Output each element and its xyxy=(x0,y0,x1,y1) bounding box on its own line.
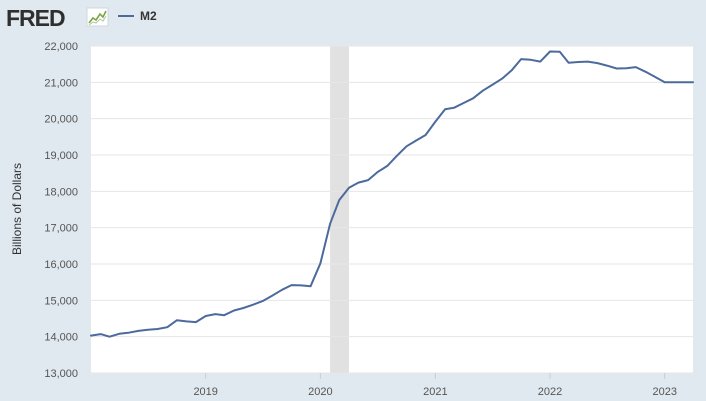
data-point xyxy=(654,76,656,78)
data-point xyxy=(386,165,388,167)
data-point xyxy=(482,90,484,92)
data-point xyxy=(223,314,225,316)
y-tick-label: 14,000 xyxy=(44,332,78,344)
data-point xyxy=(625,67,627,69)
y-tick-label: 22,000 xyxy=(44,41,78,53)
x-tick-label: 2020 xyxy=(308,386,332,398)
data-point xyxy=(577,61,579,63)
data-point xyxy=(463,102,465,104)
data-point xyxy=(166,326,168,328)
data-point xyxy=(444,108,446,110)
data-point xyxy=(157,328,159,330)
data-point xyxy=(549,50,551,52)
y-tick-label: 19,000 xyxy=(44,150,78,162)
data-point xyxy=(357,182,359,184)
data-point xyxy=(673,81,675,83)
y-axis-ticks: 13,000 14,000 15,000 16,000 17,000 18,000 19,0… xyxy=(44,41,78,380)
data-point xyxy=(396,155,398,157)
data-point xyxy=(233,309,235,311)
data-point xyxy=(405,145,407,147)
data-point xyxy=(271,295,273,297)
data-point xyxy=(616,67,618,69)
data-point xyxy=(205,315,207,317)
data-point xyxy=(415,139,417,141)
data-point xyxy=(310,285,312,287)
data-point xyxy=(559,51,561,53)
data-point xyxy=(664,81,666,83)
series-line-m2 xyxy=(90,50,694,338)
x-axis-ticks: 2019 2020 2021 2022 2023 xyxy=(193,373,677,398)
data-point xyxy=(338,199,340,201)
data-point xyxy=(682,81,684,83)
data-point xyxy=(147,329,149,331)
data-point xyxy=(635,66,637,68)
data-point xyxy=(108,336,110,338)
legend-label-m2: M2 xyxy=(140,9,157,23)
data-point xyxy=(319,262,321,264)
data-point xyxy=(329,223,331,225)
data-point xyxy=(214,313,216,315)
fred-logo-text: FRED xyxy=(6,5,65,30)
data-point xyxy=(185,320,187,322)
data-point xyxy=(587,61,589,63)
data-point xyxy=(539,61,541,63)
data-point xyxy=(262,300,264,302)
x-tick-label: 2023 xyxy=(652,386,676,398)
line-chart-icon xyxy=(86,7,109,27)
data-point xyxy=(195,321,197,323)
data-point xyxy=(511,69,513,71)
data-point xyxy=(434,121,436,123)
data-point xyxy=(281,289,283,291)
y-tick-label: 20,000 xyxy=(44,114,78,126)
data-point xyxy=(348,187,350,189)
series-group xyxy=(90,50,694,338)
fred-logo: FRED xyxy=(6,5,109,30)
y-tick-label: 15,000 xyxy=(44,295,78,307)
x-tick-label: 2021 xyxy=(423,386,447,398)
data-point xyxy=(90,335,92,337)
data-point xyxy=(118,333,120,335)
data-point xyxy=(376,171,378,173)
data-point xyxy=(501,78,503,80)
plot-area xyxy=(91,46,693,373)
data-point xyxy=(606,65,608,67)
data-point xyxy=(137,330,139,332)
data-point xyxy=(692,81,694,83)
x-tick-label: 2019 xyxy=(193,386,217,398)
data-point xyxy=(290,284,292,286)
y-gridlines xyxy=(91,45,693,374)
data-point xyxy=(252,304,254,306)
recession-band-0 xyxy=(330,46,349,373)
data-point xyxy=(453,107,455,109)
data-point xyxy=(425,134,427,136)
data-point xyxy=(596,62,598,64)
recession-bands xyxy=(330,46,349,373)
y-axis-title: Billions of Dollars xyxy=(10,163,24,255)
data-point xyxy=(530,59,532,61)
y-tick-label: 16,000 xyxy=(44,259,78,271)
data-point xyxy=(520,58,522,60)
data-point xyxy=(100,333,102,335)
x-tick-label: 2022 xyxy=(538,386,562,398)
data-point xyxy=(491,84,493,86)
data-point xyxy=(300,284,302,286)
data-point xyxy=(242,307,244,309)
data-point xyxy=(128,332,130,334)
data-point xyxy=(568,62,570,64)
y-tick-label: 13,000 xyxy=(44,368,78,380)
y-tick-label: 21,000 xyxy=(44,77,78,89)
data-point xyxy=(472,97,474,99)
data-point xyxy=(645,71,647,73)
data-point xyxy=(367,179,369,181)
chart-legend: M2 xyxy=(118,9,157,23)
y-tick-label: 17,000 xyxy=(44,223,78,235)
legend-swatch-m2 xyxy=(118,15,134,17)
y-tick-label: 18,000 xyxy=(44,186,78,198)
data-point xyxy=(176,319,178,321)
